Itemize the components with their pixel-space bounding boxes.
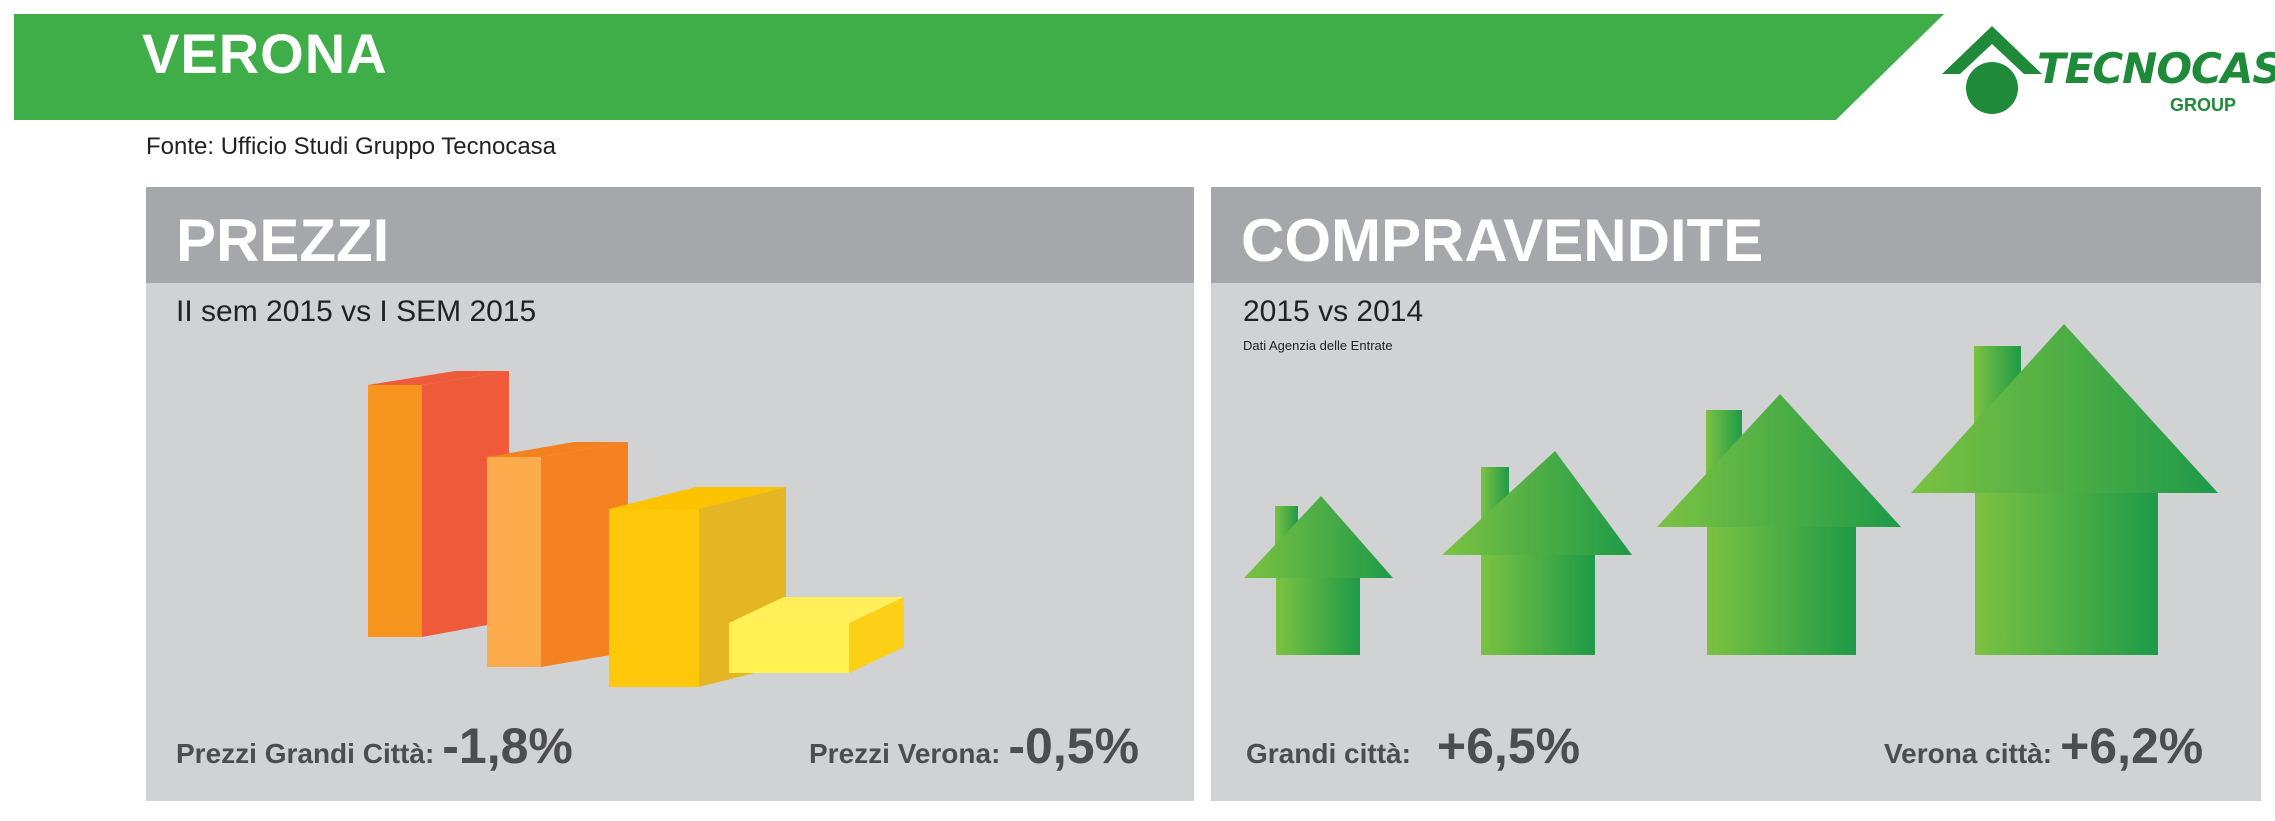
prezzi-stat-grandi-citta: Prezzi Grandi Città: -1,8%	[176, 717, 573, 775]
stat-label: Grandi città:	[1246, 738, 1411, 769]
logo-wordmark: TECNOCASA	[2037, 44, 2275, 93]
prezzi-header: PREZZI	[146, 187, 1194, 283]
stat-label: Prezzi Grandi Città:	[176, 738, 435, 769]
prezzi-panel: PREZZI II sem 2015 vs I SEM 2015 Pre	[146, 187, 1194, 801]
price-block-4	[729, 597, 904, 673]
prezzi-blocks-illustration	[368, 371, 904, 687]
compravendite-header: COMPRAVENDITE	[1211, 187, 2261, 283]
stat-value: +6,2%	[2060, 718, 2204, 774]
compravendite-panel: COMPRAVENDITE 2015 vs 2014 Dati Agenzia …	[1211, 187, 2261, 801]
compravendite-stat-grandi-citta: Grandi città: +6,5%	[1246, 717, 1580, 775]
prezzi-subtitle: II sem 2015 vs I SEM 2015	[176, 295, 537, 328]
stat-label: Prezzi Verona:	[809, 738, 1001, 769]
compravendite-subtitle: 2015 vs 2014	[1243, 295, 1424, 328]
stat-label: Verona città:	[1884, 738, 2053, 769]
prezzi-stat-verona: Prezzi Verona: -0,5%	[809, 717, 1139, 775]
house-icon-1	[1244, 496, 1393, 655]
stat-value: +6,5%	[1436, 718, 1581, 774]
stat-value: -1,8%	[442, 718, 573, 774]
compravendite-title: COMPRAVENDITE	[1241, 207, 1764, 274]
house-icon-2	[1442, 451, 1632, 655]
house-icon-3	[1657, 394, 1901, 655]
source-caption: Fonte: Ufficio Studi Gruppo Tecnocasa	[146, 133, 557, 160]
header-banner	[14, 14, 1944, 120]
compravendite-note: Dati Agenzia delle Entrate	[1243, 338, 1393, 353]
logo-group-label: GROUP	[2170, 95, 2237, 115]
page-title: VERONA	[142, 22, 388, 85]
price-block-3	[609, 487, 786, 687]
compravendite-houses-illustration	[1244, 324, 2218, 655]
prezzi-title: PREZZI	[176, 207, 390, 274]
house-icon-4	[1911, 324, 2218, 655]
compravendite-stat-verona-citta: Verona città: +6,2%	[1884, 717, 2203, 775]
stat-value: -0,5%	[1008, 718, 1140, 774]
logo-house-icon	[1942, 26, 2042, 114]
price-block-2	[487, 442, 628, 667]
tecnocasa-logo: TECNOCASA GROUP	[1940, 18, 2275, 118]
